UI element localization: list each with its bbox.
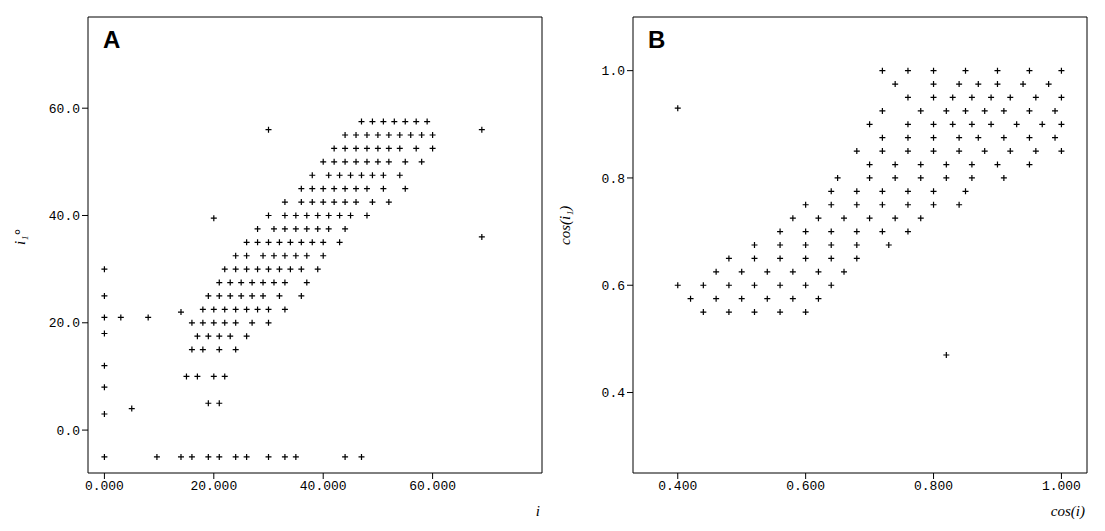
svg-text:0.400: 0.400: [658, 479, 697, 494]
svg-text:0.8: 0.8: [602, 172, 625, 187]
svg-text:1.000: 1.000: [1042, 479, 1081, 494]
html-text:A: A: [103, 26, 121, 53]
svg-text:20.000: 20.000: [190, 479, 237, 494]
svg-text:cos(i): cos(i): [1051, 503, 1085, 520]
svg-text:0.000: 0.000: [85, 479, 124, 494]
svg-text:20.0: 20.0: [49, 316, 80, 331]
svg-text:0.0: 0.0: [57, 424, 80, 439]
svg-text:i: i: [536, 503, 540, 519]
svg-text:0.6: 0.6: [602, 279, 625, 294]
svg-text:60.000: 60.000: [409, 479, 456, 494]
svg-text:i₁°: i₁°: [12, 230, 28, 245]
svg-text:40.000: 40.000: [300, 479, 347, 494]
svg-text:cos(i₁): cos(i₁): [557, 206, 574, 245]
svg-text:0.4: 0.4: [602, 386, 626, 401]
svg-text:1.0: 1.0: [602, 64, 625, 79]
svg-text:0.800: 0.800: [914, 479, 953, 494]
svg-text:60.0: 60.0: [49, 102, 80, 117]
svg-text:0.600: 0.600: [786, 479, 825, 494]
html-text:B: B: [648, 26, 666, 53]
svg-text:40.0: 40.0: [49, 209, 80, 224]
